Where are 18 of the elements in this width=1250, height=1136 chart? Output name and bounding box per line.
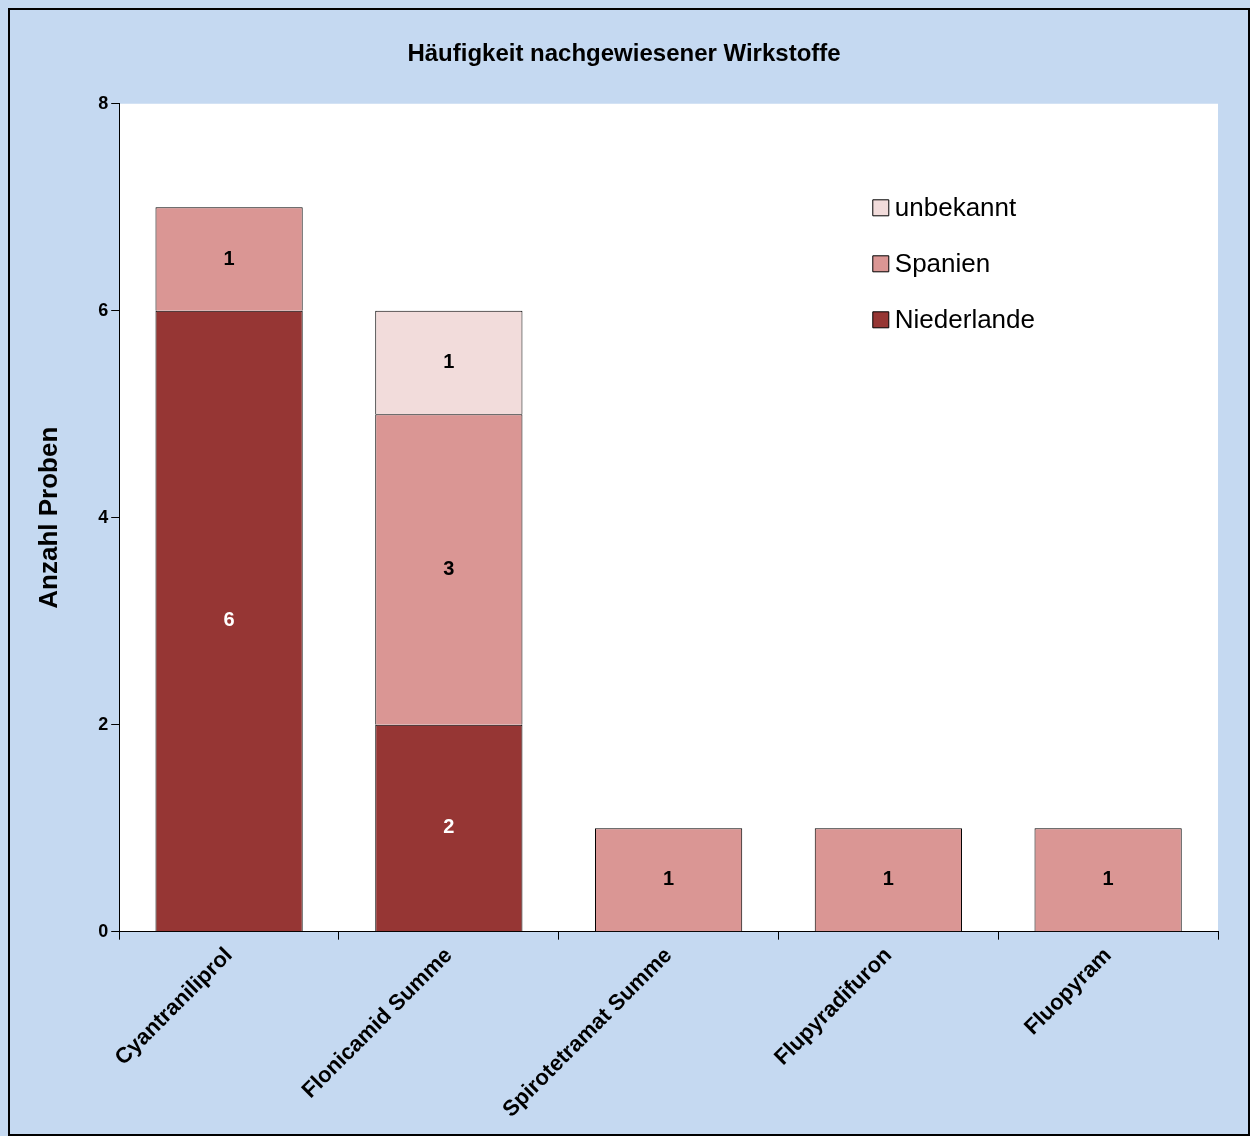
data-label: 3 xyxy=(443,557,455,579)
data-label: 6 xyxy=(223,608,235,631)
y-tick-label: 0 xyxy=(98,920,109,941)
legend-label: unbekannt xyxy=(894,191,1018,222)
data-label: 2 xyxy=(443,815,455,838)
data-label: 1 xyxy=(663,867,675,890)
legend-label: Niederlande xyxy=(894,303,1036,334)
data-label: 1 xyxy=(223,246,235,269)
y-tick-label: 4 xyxy=(98,506,109,527)
legend-label: Spanien xyxy=(894,247,991,278)
y-axis-title: Anzahl Proben xyxy=(32,426,63,609)
y-tick-label: 2 xyxy=(98,713,109,734)
data-label: 1 xyxy=(1102,867,1114,890)
y-tick-label: 6 xyxy=(98,299,109,320)
chart-title: Häufigkeit nachgewiesener Wirkstoffe xyxy=(407,39,841,67)
data-label: 1 xyxy=(443,350,455,373)
y-tick-label: 8 xyxy=(98,92,109,113)
data-label: 1 xyxy=(882,867,894,890)
